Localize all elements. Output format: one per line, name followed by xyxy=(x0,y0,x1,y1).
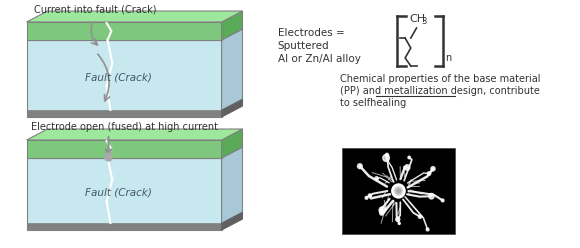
Polygon shape xyxy=(27,140,222,158)
Circle shape xyxy=(418,215,422,218)
Text: Fault (Crack): Fault (Crack) xyxy=(85,187,152,197)
Text: Electrodes =: Electrodes = xyxy=(278,28,345,38)
Text: Al or Zn/Al alloy: Al or Zn/Al alloy xyxy=(278,54,361,64)
Circle shape xyxy=(398,222,400,224)
Circle shape xyxy=(368,194,371,197)
Circle shape xyxy=(429,193,434,199)
Circle shape xyxy=(431,167,435,171)
Circle shape xyxy=(380,211,384,215)
Polygon shape xyxy=(222,147,242,230)
Circle shape xyxy=(357,164,362,169)
Circle shape xyxy=(385,153,389,157)
Text: to selfhealing: to selfhealing xyxy=(340,98,407,108)
Polygon shape xyxy=(27,22,222,40)
Polygon shape xyxy=(27,11,242,22)
Polygon shape xyxy=(222,99,242,117)
Circle shape xyxy=(105,153,113,161)
Text: 3: 3 xyxy=(421,17,427,26)
Text: Current into fault (Crack): Current into fault (Crack) xyxy=(34,4,157,14)
Circle shape xyxy=(408,156,411,159)
Polygon shape xyxy=(27,40,222,117)
Circle shape xyxy=(426,228,429,231)
Circle shape xyxy=(375,177,378,180)
Circle shape xyxy=(383,155,389,161)
Circle shape xyxy=(396,217,400,221)
Text: n: n xyxy=(445,53,451,63)
Circle shape xyxy=(397,189,400,193)
Polygon shape xyxy=(222,11,242,40)
Bar xyxy=(342,148,455,234)
Text: Electrode open (fused) at high current: Electrode open (fused) at high current xyxy=(31,122,219,132)
Polygon shape xyxy=(27,110,222,117)
Circle shape xyxy=(379,207,386,214)
Text: Sputtered: Sputtered xyxy=(278,41,329,51)
Circle shape xyxy=(441,199,444,202)
Polygon shape xyxy=(27,223,222,230)
Text: Chemical properties of the base material: Chemical properties of the base material xyxy=(340,74,541,84)
Polygon shape xyxy=(222,129,242,158)
Polygon shape xyxy=(222,212,242,230)
Circle shape xyxy=(394,187,403,195)
Circle shape xyxy=(392,184,405,198)
Text: Fault (Crack): Fault (Crack) xyxy=(85,72,152,82)
Polygon shape xyxy=(27,129,242,140)
Circle shape xyxy=(365,196,368,199)
Polygon shape xyxy=(222,29,242,117)
Text: CH: CH xyxy=(410,14,426,24)
Circle shape xyxy=(427,172,431,175)
Text: (PP) and metallization design, contribute: (PP) and metallization design, contribut… xyxy=(340,86,541,96)
Polygon shape xyxy=(27,158,222,230)
Circle shape xyxy=(405,165,410,170)
